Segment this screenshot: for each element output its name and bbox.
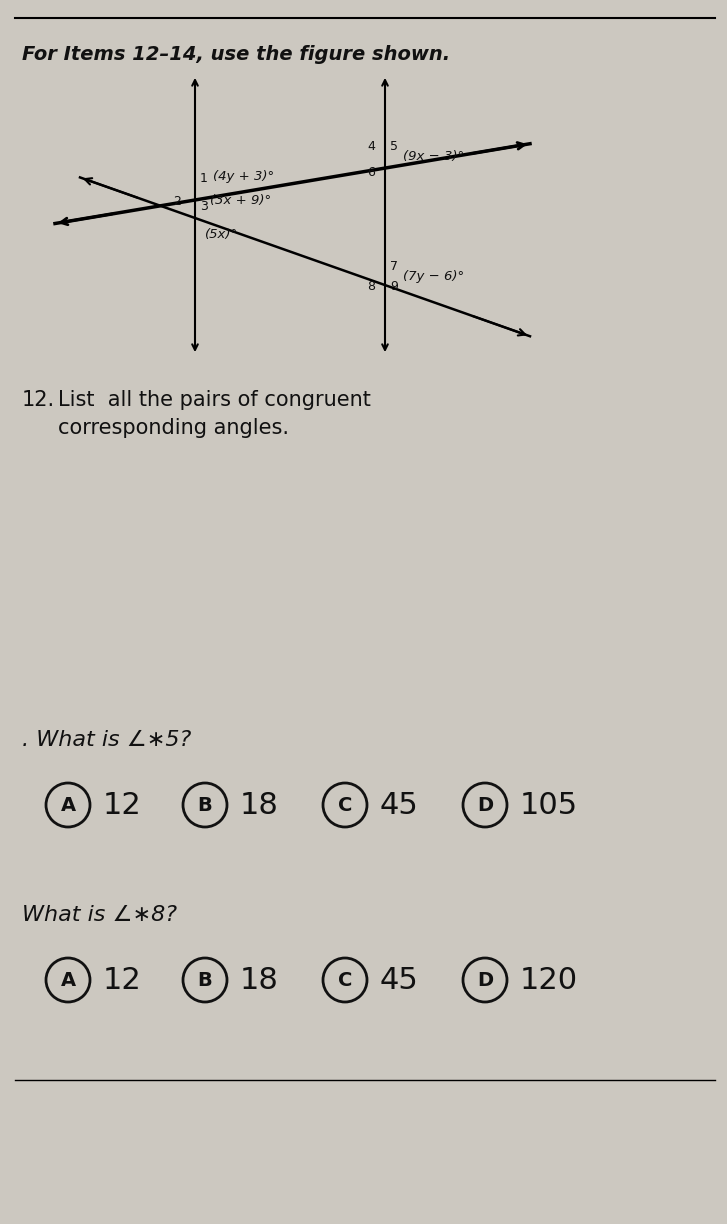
Text: 6: 6 bbox=[367, 166, 375, 179]
Text: 120: 120 bbox=[520, 966, 578, 995]
Text: 1: 1 bbox=[200, 173, 208, 185]
Text: What is ∠∗8?: What is ∠∗8? bbox=[22, 905, 177, 925]
Text: (4y + 3)°: (4y + 3)° bbox=[213, 170, 274, 184]
Text: (3x + 9)°: (3x + 9)° bbox=[210, 193, 271, 207]
Text: 8: 8 bbox=[367, 280, 375, 293]
Text: (9x − 3)°: (9x − 3)° bbox=[403, 151, 464, 163]
Text: C: C bbox=[338, 796, 352, 814]
Text: 12: 12 bbox=[103, 791, 142, 820]
Text: 12.: 12. bbox=[22, 390, 55, 410]
Text: D: D bbox=[477, 796, 493, 814]
Text: C: C bbox=[338, 971, 352, 989]
Text: (7y − 6)°: (7y − 6)° bbox=[403, 271, 464, 283]
Text: 18: 18 bbox=[240, 791, 279, 820]
Text: 12: 12 bbox=[103, 966, 142, 995]
Text: 4: 4 bbox=[367, 140, 375, 153]
Text: 9: 9 bbox=[390, 280, 398, 293]
Text: D: D bbox=[477, 971, 493, 989]
Text: 3: 3 bbox=[200, 200, 208, 213]
Text: 45: 45 bbox=[380, 791, 419, 820]
Text: B: B bbox=[198, 796, 212, 814]
Text: B: B bbox=[198, 971, 212, 989]
Text: A: A bbox=[60, 971, 76, 989]
Text: A: A bbox=[60, 796, 76, 814]
Text: . What is ∠∗5?: . What is ∠∗5? bbox=[22, 730, 191, 750]
Text: For Items 12–14, use the figure shown.: For Items 12–14, use the figure shown. bbox=[22, 45, 450, 64]
Text: 45: 45 bbox=[380, 966, 419, 995]
Text: 7: 7 bbox=[390, 259, 398, 273]
Text: 105: 105 bbox=[520, 791, 578, 820]
Text: (5x)°: (5x)° bbox=[205, 228, 238, 241]
Text: 2: 2 bbox=[173, 195, 181, 208]
Text: 18: 18 bbox=[240, 966, 279, 995]
Text: 5: 5 bbox=[390, 140, 398, 153]
Text: List  all the pairs of congruent
corresponding angles.: List all the pairs of congruent correspo… bbox=[58, 390, 371, 438]
